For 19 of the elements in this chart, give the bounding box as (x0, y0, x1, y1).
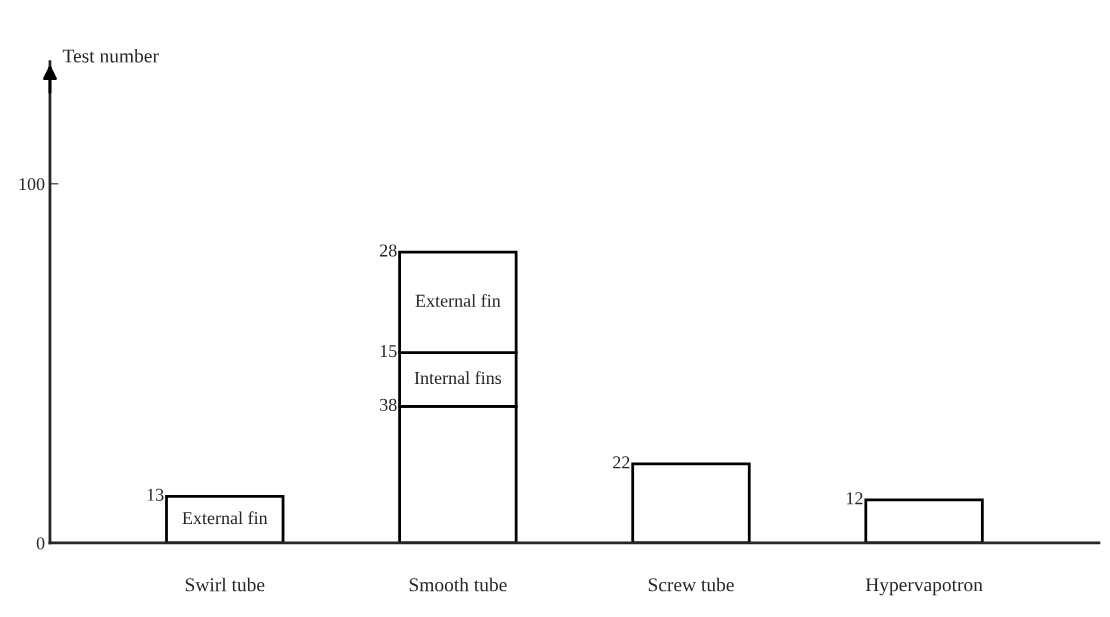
y-axis-title: Test number (62, 48, 159, 63)
y-tick-label: 0 (36, 537, 45, 550)
data-label: 22 (613, 456, 630, 469)
text: External fin (415, 293, 501, 307)
bar (631, 462, 751, 543)
x-tick-label: Hypervapotron (865, 578, 983, 596)
data-label: 15 (380, 345, 397, 358)
data-label: 28 (380, 244, 397, 257)
x-tick-label: Swirl tube (185, 577, 265, 592)
data-label: 12 (847, 492, 863, 505)
series-label: Internal fins (414, 371, 502, 385)
series-label: External fin (182, 511, 268, 525)
bar (864, 498, 984, 543)
x-tick-label: Screw tube (648, 577, 734, 592)
bar (165, 494, 285, 543)
x-tick-label: Smooth tube (409, 577, 507, 592)
y-tick-label: 100 (19, 178, 45, 191)
data-label: 38 (380, 398, 397, 411)
data-label: 13 (147, 488, 164, 501)
